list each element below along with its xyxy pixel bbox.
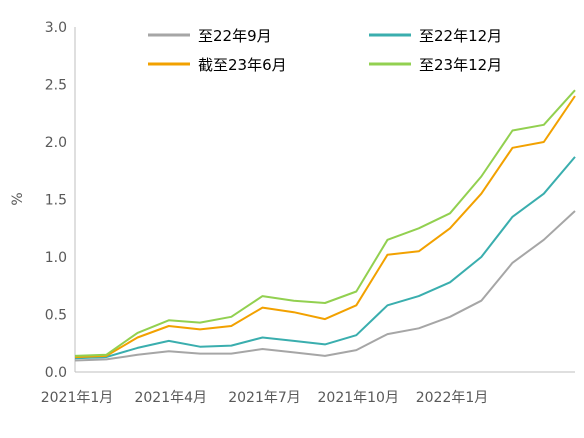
y-tick-label: 0.0 [45,365,67,381]
legend-label: 截至23年6月 [198,56,287,74]
y-tick-label: 2.0 [45,135,67,151]
x-tick-label: 2022年1月 [416,390,489,406]
x-tick-label: 2021年4月 [134,390,207,406]
legend-label: 至22年12月 [419,27,502,45]
series-line [74,156,576,360]
y-tick-label: 0.5 [45,308,67,324]
series-line [74,210,576,362]
y-axis-label: % [10,192,26,205]
series-lines [74,89,576,362]
y-axis-tick-labels: 0.0 0.5 1.0 1.5 2.0 2.5 3.0 [45,20,67,381]
legend-label: 至23年12月 [419,56,502,74]
y-tick-label: 1.5 [45,193,67,209]
series-line [74,95,576,359]
y-tick-label: 3.0 [45,20,67,36]
x-axis-tick-labels: 2021年1月 2021年4月 2021年7月 2021年10月 2022年1月 [41,390,489,406]
x-tick-label: 2021年7月 [228,390,301,406]
legend-label: 至22年9月 [198,27,272,45]
x-tick-label: 2021年10月 [318,390,399,406]
y-tick-label: 2.5 [45,78,67,94]
y-tick-label: 1.0 [45,250,67,266]
series-line [74,89,576,357]
x-tick-label: 2021年1月 [41,390,114,406]
